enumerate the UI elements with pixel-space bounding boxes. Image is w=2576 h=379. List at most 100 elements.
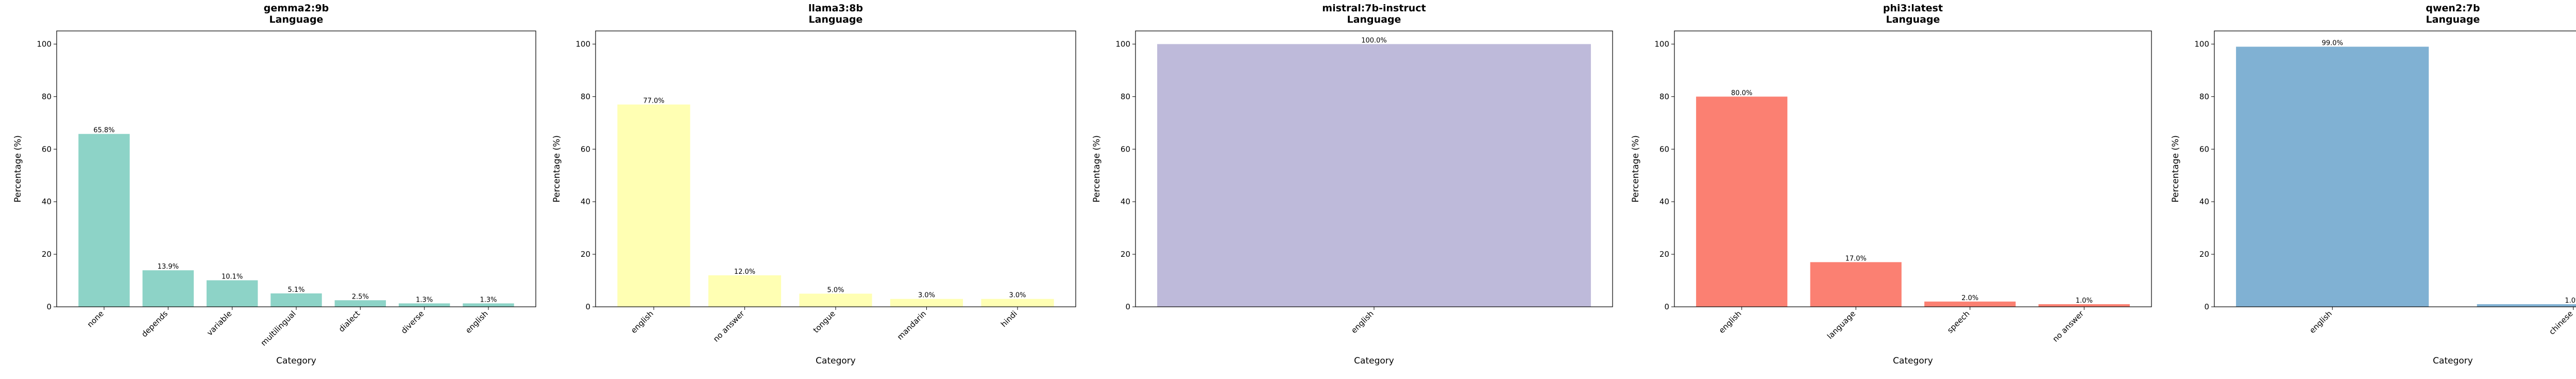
- y-tick-label: 80: [581, 92, 590, 101]
- value-label: 65.8%: [93, 127, 114, 135]
- y-tick-label: 20: [1121, 250, 1130, 259]
- y-tick-label: 100: [37, 39, 52, 48]
- bar: [1157, 44, 1591, 307]
- value-label: 80.0%: [1731, 89, 1752, 97]
- y-tick-label: 60: [1121, 144, 1130, 154]
- value-label: 5.0%: [827, 287, 844, 294]
- x-tick-label: english: [464, 309, 490, 335]
- y-tick-label: 80: [1659, 92, 1669, 101]
- y-tick-label: 20: [2199, 250, 2209, 259]
- y-tick-label: 20: [581, 250, 590, 259]
- x-axis-label: Category: [276, 356, 316, 366]
- bar: [270, 293, 322, 307]
- y-axis-label: Percentage (%): [13, 135, 23, 202]
- value-label: 13.9%: [158, 263, 179, 271]
- value-label: 100.0%: [1361, 37, 1387, 44]
- x-tick-label: mandarin: [895, 309, 928, 342]
- value-label: 3.0%: [1009, 292, 1026, 300]
- axes-frame: [1674, 30, 2152, 307]
- value-label: 2.0%: [1961, 294, 1978, 302]
- bar: [2477, 304, 2576, 307]
- value-label: 1.0%: [2076, 297, 2093, 305]
- chart-title: phi3:latest: [1883, 3, 1943, 14]
- value-label: 17.0%: [1845, 255, 1867, 262]
- x-axis-label: Category: [816, 356, 856, 366]
- bar: [334, 300, 386, 307]
- axes-frame: [56, 30, 536, 307]
- bar: [617, 104, 690, 307]
- x-tick-label: no answer: [711, 309, 747, 344]
- axes-frame: [2214, 30, 2576, 307]
- value-label: 1.0%: [2565, 297, 2576, 305]
- y-tick-label: 100: [2194, 39, 2209, 48]
- bar: [1696, 96, 1788, 307]
- x-tick-label: multilingual: [259, 309, 297, 348]
- x-axis-label: Category: [1893, 356, 1933, 366]
- bar: [1810, 262, 1902, 307]
- bar: [2236, 46, 2429, 307]
- y-tick-label: 40: [1121, 197, 1130, 206]
- chart-subtitle: Language: [809, 14, 863, 25]
- y-tick-label: 40: [1659, 197, 1669, 206]
- chart-subtitle: Language: [1886, 14, 1940, 25]
- x-tick-label: none: [86, 309, 106, 329]
- value-label: 12.0%: [734, 268, 755, 276]
- x-tick-label: hindi: [999, 309, 1019, 329]
- y-tick-label: 80: [2199, 92, 2209, 101]
- value-label: 1.3%: [480, 296, 497, 304]
- x-tick-label: depends: [140, 309, 170, 339]
- y-tick-label: 0: [2204, 302, 2209, 311]
- bar: [799, 293, 872, 307]
- y-tick-label: 60: [42, 144, 52, 154]
- bar: [981, 299, 1054, 307]
- value-label: 1.3%: [416, 296, 433, 304]
- chart-title: mistral:7b-instruct: [1322, 3, 1426, 14]
- bar: [708, 275, 782, 307]
- y-tick-label: 20: [42, 250, 52, 259]
- value-label: 77.0%: [643, 97, 664, 105]
- y-axis-label: Percentage (%): [1631, 135, 1641, 202]
- bar: [2038, 304, 2130, 307]
- y-tick-label: 60: [1659, 144, 1669, 154]
- bar: [1924, 301, 2016, 307]
- y-tick-label: 60: [581, 144, 590, 154]
- x-tick-label: english: [629, 309, 655, 335]
- value-label: 3.0%: [918, 292, 935, 300]
- x-tick-label: variable: [205, 309, 234, 338]
- bar: [890, 299, 963, 307]
- y-tick-label: 60: [2199, 144, 2209, 154]
- y-axis-label: Percentage (%): [552, 135, 562, 202]
- y-tick-label: 40: [2199, 197, 2209, 206]
- chart-title: llama3:8b: [808, 3, 863, 14]
- x-tick-label: english: [1717, 309, 1743, 335]
- x-tick-label: speech: [1945, 309, 1972, 335]
- x-tick-label: tongue: [811, 309, 837, 335]
- bar: [78, 134, 130, 307]
- y-tick-label: 100: [575, 39, 590, 48]
- value-label: 10.1%: [222, 273, 243, 281]
- bar: [206, 280, 258, 307]
- chart-subtitle: Language: [1347, 14, 1401, 25]
- value-label: 99.0%: [2322, 40, 2343, 47]
- y-tick-label: 100: [1115, 39, 1130, 48]
- x-axis-label: Category: [1354, 356, 1394, 366]
- x-tick-label: diverse: [399, 309, 426, 336]
- y-tick-label: 80: [42, 92, 52, 101]
- x-tick-label: english: [1349, 309, 1376, 335]
- y-tick-label: 0: [1664, 302, 1669, 311]
- y-tick-label: 0: [585, 302, 590, 311]
- bar: [463, 303, 514, 307]
- chart-subtitle: Language: [269, 14, 324, 25]
- axes-frame: [595, 30, 1076, 307]
- x-tick-label: dialect: [337, 309, 362, 334]
- y-axis-label: Percentage (%): [2171, 135, 2181, 202]
- y-tick-label: 40: [581, 197, 590, 206]
- x-tick-label: english: [2308, 309, 2334, 335]
- chart-title: gemma2:9b: [264, 3, 329, 14]
